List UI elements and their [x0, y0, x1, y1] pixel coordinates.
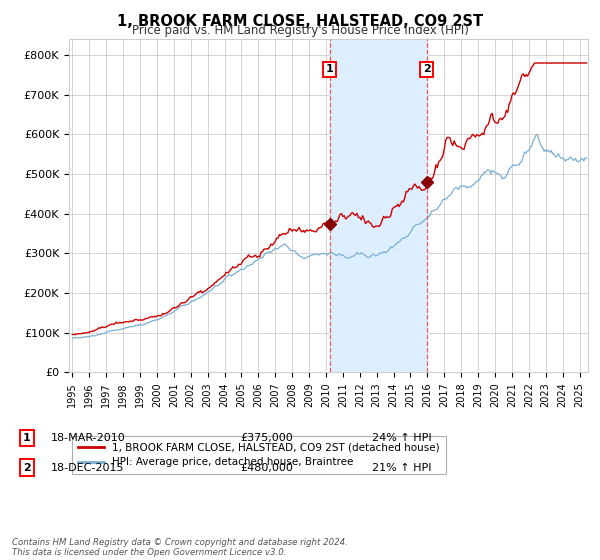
- Text: 24% ↑ HPI: 24% ↑ HPI: [372, 433, 431, 443]
- Text: Contains HM Land Registry data © Crown copyright and database right 2024.
This d: Contains HM Land Registry data © Crown c…: [12, 538, 348, 557]
- Text: 1, BROOK FARM CLOSE, HALSTEAD, CO9 2ST: 1, BROOK FARM CLOSE, HALSTEAD, CO9 2ST: [117, 14, 483, 29]
- Text: 18-DEC-2015: 18-DEC-2015: [51, 463, 125, 473]
- Text: 18-MAR-2010: 18-MAR-2010: [51, 433, 126, 443]
- Legend: 1, BROOK FARM CLOSE, HALSTEAD, CO9 2ST (detached house), HPI: Average price, det: 1, BROOK FARM CLOSE, HALSTEAD, CO9 2ST (…: [71, 436, 446, 474]
- Text: £375,000: £375,000: [240, 433, 293, 443]
- Text: 2: 2: [423, 64, 431, 74]
- Text: 1: 1: [23, 433, 31, 443]
- Text: 2: 2: [23, 463, 31, 473]
- Bar: [329, 39, 427, 372]
- Text: Price paid vs. HM Land Registry's House Price Index (HPI): Price paid vs. HM Land Registry's House …: [131, 24, 469, 37]
- Text: 21% ↑ HPI: 21% ↑ HPI: [372, 463, 431, 473]
- Text: £480,000: £480,000: [240, 463, 293, 473]
- Text: 1: 1: [326, 64, 334, 74]
